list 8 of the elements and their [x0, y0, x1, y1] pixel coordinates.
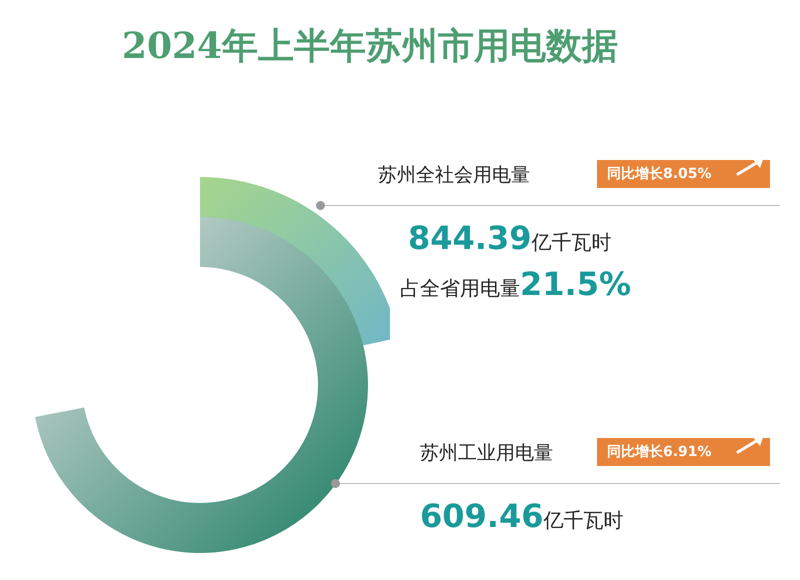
data-label: 844.39亿千瓦时 — [408, 219, 612, 257]
category-label: 苏州全社会用电量 — [378, 163, 530, 188]
text: 同比增长6.91% — [607, 443, 712, 461]
text: 2024年上半年苏州市用电数据 — [120, 24, 620, 69]
category-label: 苏州工业用电量 — [420, 441, 553, 466]
data-label: 609.46亿千瓦时 — [420, 497, 624, 535]
text: 同比增长8.05% — [607, 165, 712, 183]
text: 占全省用电量21.5% — [400, 265, 632, 303]
